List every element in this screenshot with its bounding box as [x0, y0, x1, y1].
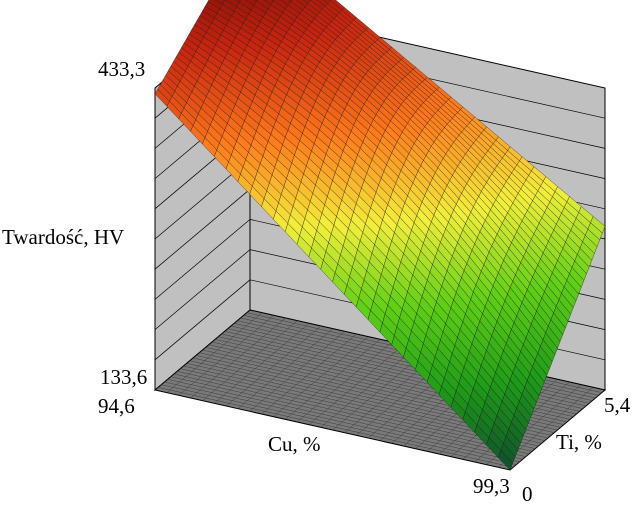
z-tick-min: 133,6	[100, 365, 148, 389]
surface-cell	[497, 450, 513, 471]
surface-cell	[235, 0, 242, 3]
y-tick-min: 0	[522, 482, 533, 506]
z-tick-max: 433,3	[98, 57, 146, 81]
left-wall-gridline	[154, 279, 251, 361]
y-axis-label: Ti, %	[556, 430, 602, 454]
y-tick-max: 5,4	[604, 393, 631, 417]
left-wall-gridline	[154, 249, 251, 330]
left-wall-gridline	[154, 219, 251, 300]
surface-mesh	[154, 0, 606, 471]
left-wall-gridline	[154, 188, 251, 270]
x-axis-label: Cu, %	[268, 432, 321, 456]
x-tick-max: 99,3	[473, 474, 510, 498]
x-tick-min: 94,6	[98, 394, 135, 418]
z-axis-label: Twardość, HV	[2, 225, 125, 249]
